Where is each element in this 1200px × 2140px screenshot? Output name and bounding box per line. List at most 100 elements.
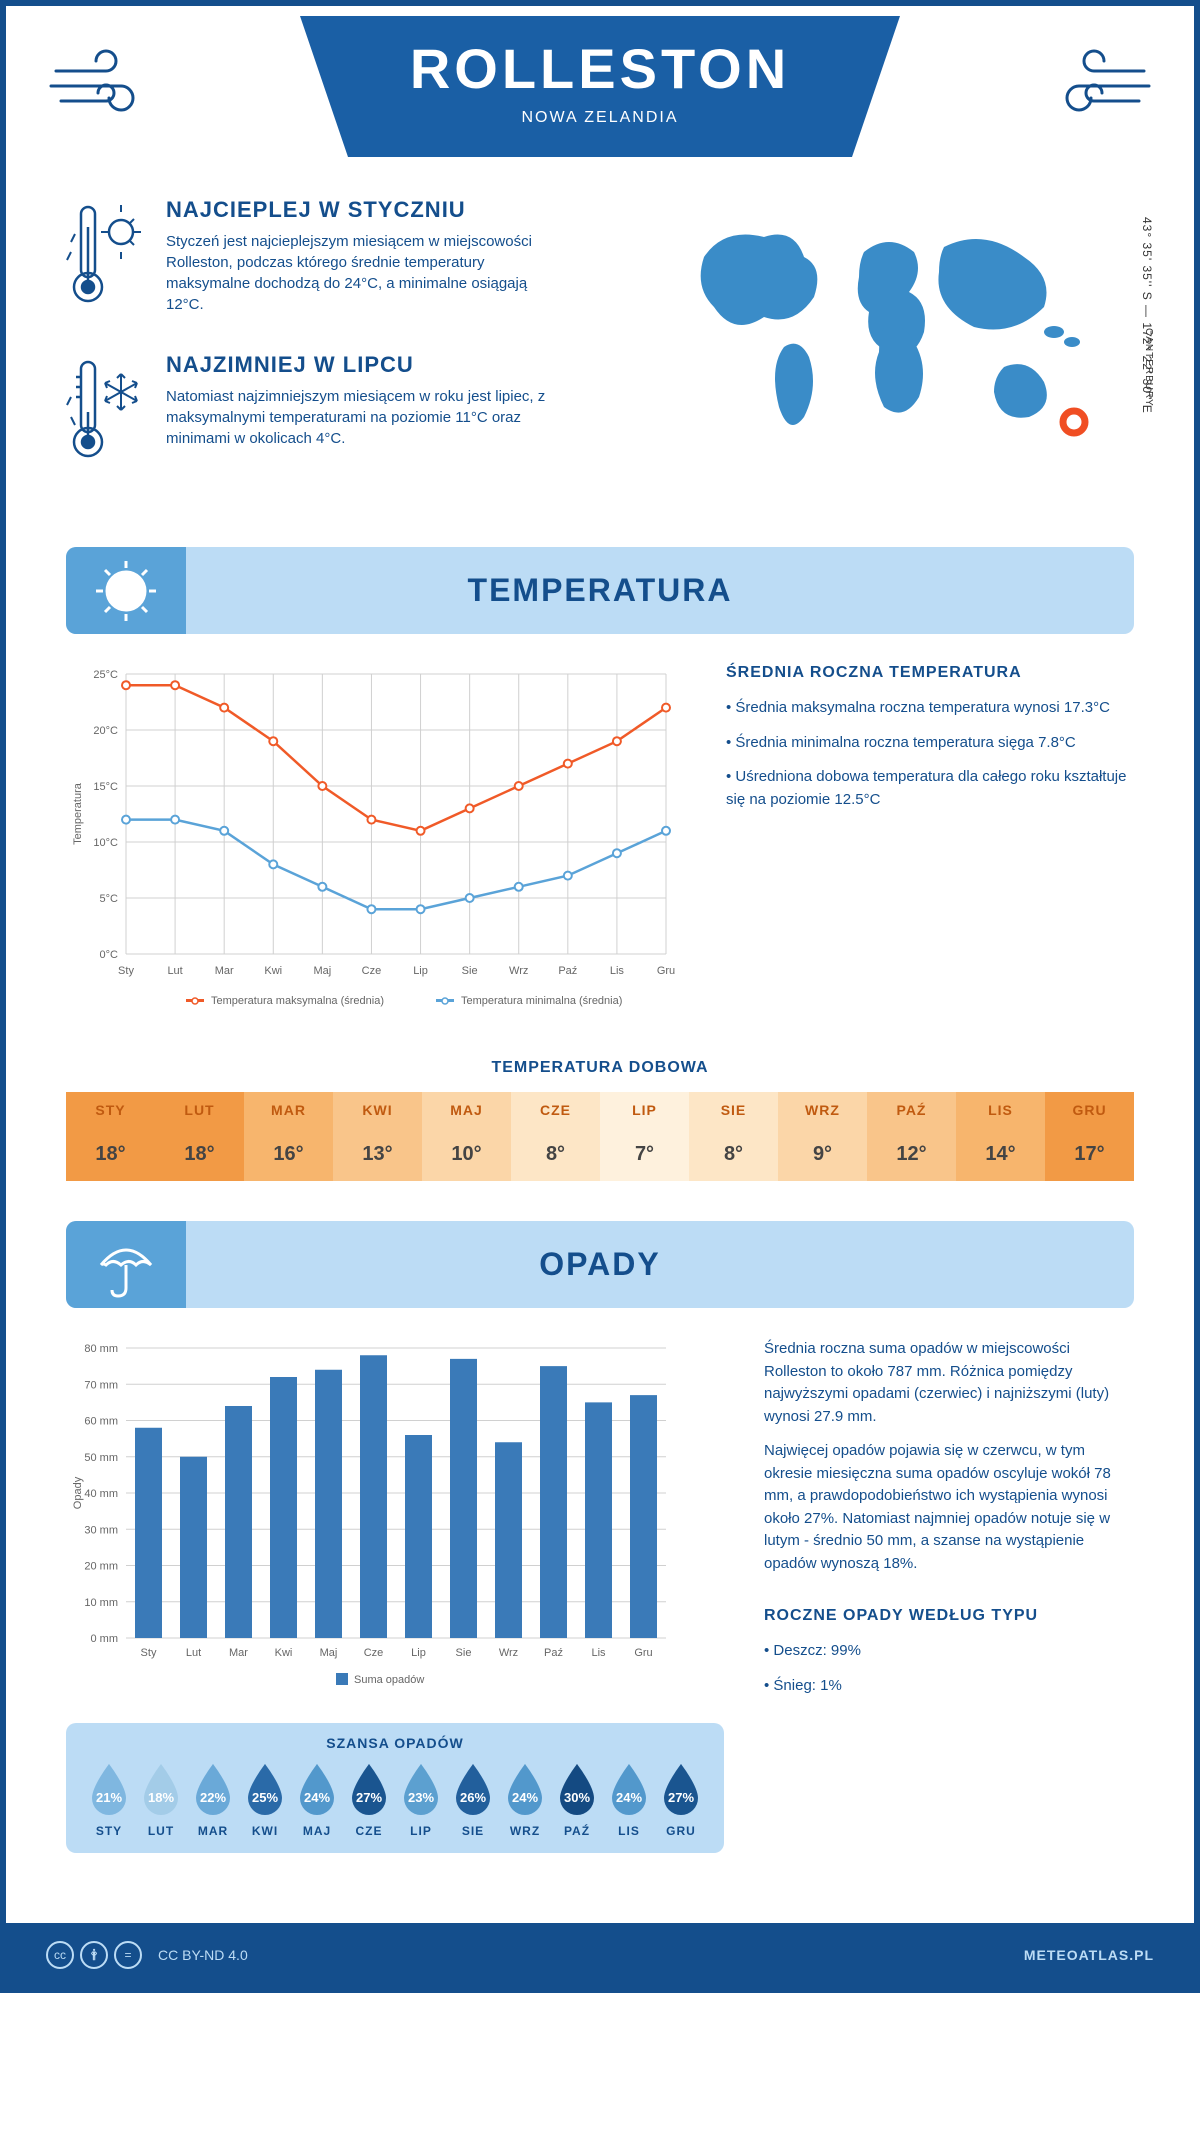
header: ROLLESTON NOWA ZELANDIA	[6, 6, 1194, 157]
daily-value-cell: 8°	[511, 1128, 600, 1181]
site-name: METEOATLAS.PL	[1024, 1947, 1154, 1963]
title-banner: ROLLESTON NOWA ZELANDIA	[300, 16, 900, 157]
daily-month-cell: LUT	[155, 1092, 244, 1128]
footer: cc 🛉 = CC BY-ND 4.0 METEOATLAS.PL	[6, 1923, 1194, 1987]
svg-text:10°C: 10°C	[93, 837, 118, 849]
rain-chance-row: 21% STY 18% LUT 22% MAR	[86, 1761, 704, 1838]
world-map-panel: 43° 35' 35'' S — 172° 22' 30'' E CANTERB…	[654, 197, 1134, 507]
daily-value-cell: 14°	[956, 1128, 1045, 1181]
world-map-icon	[654, 197, 1134, 477]
svg-text:23%: 23%	[408, 1790, 434, 1805]
svg-text:80 mm: 80 mm	[84, 1343, 118, 1355]
thermometer-snow-icon	[66, 352, 146, 477]
daily-value-cell: 12°	[867, 1128, 956, 1181]
svg-text:26%: 26%	[460, 1790, 486, 1805]
warmest-title: NAJCIEPLEJ W STYCZNIU	[166, 197, 566, 223]
svg-text:18%: 18%	[148, 1790, 174, 1805]
precipitation-chart-row: 0 mm10 mm20 mm30 mm40 mm50 mm60 mm70 mm8…	[66, 1338, 1134, 1853]
svg-text:60 mm: 60 mm	[84, 1416, 118, 1428]
rain-chance-panel: SZANSA OPADÓW 21% STY 18% LUT 22%	[66, 1723, 724, 1853]
daily-month-cell: LIP	[600, 1092, 689, 1128]
rain-chance-title: SZANSA OPADÓW	[86, 1735, 704, 1751]
rain-drop-cell: 18% LUT	[138, 1761, 184, 1838]
coldest-text: Natomiast najzimniejszym miesiącem w rok…	[166, 386, 566, 449]
avg-temp-title: ŚREDNIA ROCZNA TEMPERATURA	[726, 664, 1134, 682]
daily-month-cell: MAR	[244, 1092, 333, 1128]
temperature-title: TEMPERATURA	[91, 572, 1109, 609]
daily-value-cell: 7°	[600, 1128, 689, 1181]
svg-text:Paź: Paź	[544, 1647, 563, 1659]
svg-text:Lip: Lip	[411, 1647, 426, 1659]
rain-drop-cell: 27% GRU	[658, 1761, 704, 1838]
precip-types-title: ROCZNE OPADY WEDŁUG TYPU	[764, 1607, 1134, 1625]
license-block: cc 🛉 = CC BY-ND 4.0	[46, 1941, 248, 1969]
rain-drop-cell: 22% MAR	[190, 1761, 236, 1838]
svg-text:22%: 22%	[200, 1790, 226, 1805]
temperature-info: ŚREDNIA ROCZNA TEMPERATURA • Średnia mak…	[726, 664, 1134, 1029]
daily-month-cell: PAŹ	[867, 1092, 956, 1128]
svg-text:24%: 24%	[512, 1790, 538, 1805]
rain-drop-cell: 30% PAŹ	[554, 1761, 600, 1838]
svg-text:20 mm: 20 mm	[84, 1561, 118, 1573]
region-label: CANTERBURY	[1143, 328, 1154, 407]
svg-text:Lis: Lis	[610, 965, 625, 977]
svg-text:27%: 27%	[668, 1790, 694, 1805]
temperature-chart-row: 0°C5°C10°C15°C20°C25°CStyLutMarKwiMajCze…	[66, 664, 1134, 1029]
daily-value-cell: 18°	[155, 1128, 244, 1181]
svg-text:70 mm: 70 mm	[84, 1379, 118, 1391]
svg-text:0°C: 0°C	[100, 949, 119, 961]
daily-temp-title: TEMPERATURA DOBOWA	[66, 1059, 1134, 1077]
coldest-fact: NAJZIMNIEJ W LIPCU Natomiast najzimniejs…	[66, 352, 614, 477]
svg-text:5°C: 5°C	[100, 893, 119, 905]
intro-section: NAJCIEPLEJ W STYCZNIU Styczeń jest najci…	[66, 197, 1134, 507]
daily-temp-header-row: STYLUTMARKWIMAJCZELIPSIEWRZPAŹLISGRU	[66, 1092, 1134, 1128]
svg-text:50 mm: 50 mm	[84, 1452, 118, 1464]
precip-p1: Średnia roczna suma opadów w miejscowośc…	[764, 1338, 1134, 1428]
rain-drop-cell: 24% MAJ	[294, 1761, 340, 1838]
wind-icon	[46, 46, 166, 126]
precipitation-title: OPADY	[91, 1246, 1109, 1283]
daily-month-cell: CZE	[511, 1092, 600, 1128]
precipitation-info: Średnia roczna suma opadów w miejscowośc…	[764, 1338, 1134, 1853]
svg-text:30%: 30%	[564, 1790, 590, 1805]
svg-text:10 mm: 10 mm	[84, 1597, 118, 1609]
avg-temp-b1: • Średnia maksymalna roczna temperatura …	[726, 697, 1134, 720]
sun-icon	[66, 547, 186, 634]
daily-value-cell: 9°	[778, 1128, 867, 1181]
coldest-title: NAJZIMNIEJ W LIPCU	[166, 352, 566, 378]
daily-value-cell: 16°	[244, 1128, 333, 1181]
precip-t2: • Śnieg: 1%	[764, 1675, 1134, 1698]
svg-text:Sty: Sty	[118, 965, 134, 977]
svg-text:25%: 25%	[252, 1790, 278, 1805]
precipitation-section-header: OPADY	[66, 1221, 1134, 1308]
temperature-line-chart: 0°C5°C10°C15°C20°C25°CStyLutMarKwiMajCze…	[66, 664, 686, 1029]
svg-text:Kwi: Kwi	[264, 965, 282, 977]
svg-text:Cze: Cze	[364, 1647, 384, 1659]
svg-text:Opady: Opady	[72, 1476, 84, 1509]
content: NAJCIEPLEJ W STYCZNIU Styczeń jest najci…	[6, 157, 1194, 1923]
rain-drop-cell: 21% STY	[86, 1761, 132, 1838]
svg-text:Sty: Sty	[141, 1647, 157, 1659]
precip-p2: Najwięcej opadów pojawia się w czerwcu, …	[764, 1440, 1134, 1575]
license-text: CC BY-ND 4.0	[158, 1947, 248, 1963]
daily-value-cell: 13°	[333, 1128, 422, 1181]
svg-text:Wrz: Wrz	[499, 1647, 518, 1659]
svg-text:Cze: Cze	[362, 965, 382, 977]
svg-text:Maj: Maj	[320, 1647, 338, 1659]
svg-text:Temperatura maksymalna (średni: Temperatura maksymalna (średnia)	[211, 995, 384, 1007]
rain-drop-cell: 27% CZE	[346, 1761, 392, 1838]
svg-text:Lis: Lis	[591, 1647, 606, 1659]
svg-text:Mar: Mar	[229, 1647, 248, 1659]
svg-text:Lip: Lip	[413, 965, 428, 977]
avg-temp-b3: • Uśredniona dobowa temperatura dla całe…	[726, 766, 1134, 811]
svg-text:Kwi: Kwi	[275, 1647, 293, 1659]
svg-text:Mar: Mar	[215, 965, 234, 977]
page: ROLLESTON NOWA ZELANDIA NAJCIEPLEJ W STY…	[0, 0, 1200, 1993]
precipitation-bar-chart: 0 mm10 mm20 mm30 mm40 mm50 mm60 mm70 mm8…	[66, 1338, 724, 1703]
svg-text:0 mm: 0 mm	[91, 1633, 119, 1645]
svg-text:Paź: Paź	[558, 965, 577, 977]
svg-text:24%: 24%	[616, 1790, 642, 1805]
rain-drop-cell: 25% KWI	[242, 1761, 288, 1838]
svg-text:15°C: 15°C	[93, 781, 118, 793]
svg-text:Temperatura minimalna (średnia: Temperatura minimalna (średnia)	[461, 995, 622, 1007]
